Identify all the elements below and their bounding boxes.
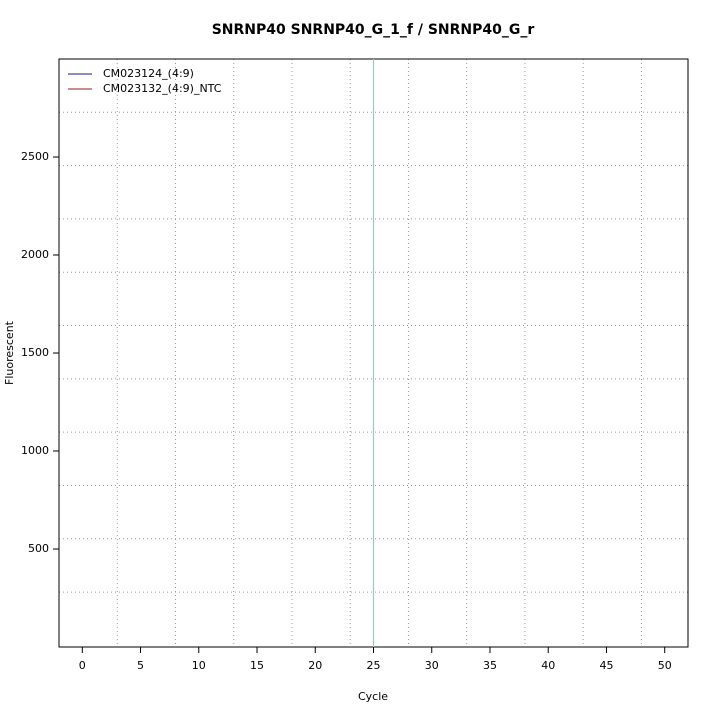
x-tick-label: 35 bbox=[483, 659, 497, 672]
x-tick-label: 0 bbox=[79, 659, 86, 672]
y-axis-label: Fluorescent bbox=[3, 320, 16, 385]
x-tick-label: 15 bbox=[250, 659, 264, 672]
y-tick-label: 1000 bbox=[21, 444, 49, 457]
y-tick-label: 500 bbox=[28, 542, 49, 555]
x-tick-label: 20 bbox=[308, 659, 322, 672]
x-tick-label: 5 bbox=[137, 659, 144, 672]
y-tick-label: 2000 bbox=[21, 248, 49, 261]
y-tick-label: 1500 bbox=[21, 346, 49, 359]
x-tick-label: 25 bbox=[367, 659, 381, 672]
legend-label: CM023124_(4:9) bbox=[103, 67, 194, 80]
x-tick-label: 50 bbox=[658, 659, 672, 672]
x-tick-label: 40 bbox=[541, 659, 555, 672]
x-tick-label: 45 bbox=[599, 659, 613, 672]
x-tick-label: 30 bbox=[425, 659, 439, 672]
legend-label: CM023132_(4:9)_NTC bbox=[103, 82, 222, 95]
y-tick-label: 2500 bbox=[21, 150, 49, 163]
x-tick-label: 10 bbox=[192, 659, 206, 672]
x-axis-label: Cycle bbox=[358, 690, 388, 703]
chart-title: SNRNP40 SNRNP40_G_1_f / SNRNP40_G_r bbox=[212, 22, 535, 38]
